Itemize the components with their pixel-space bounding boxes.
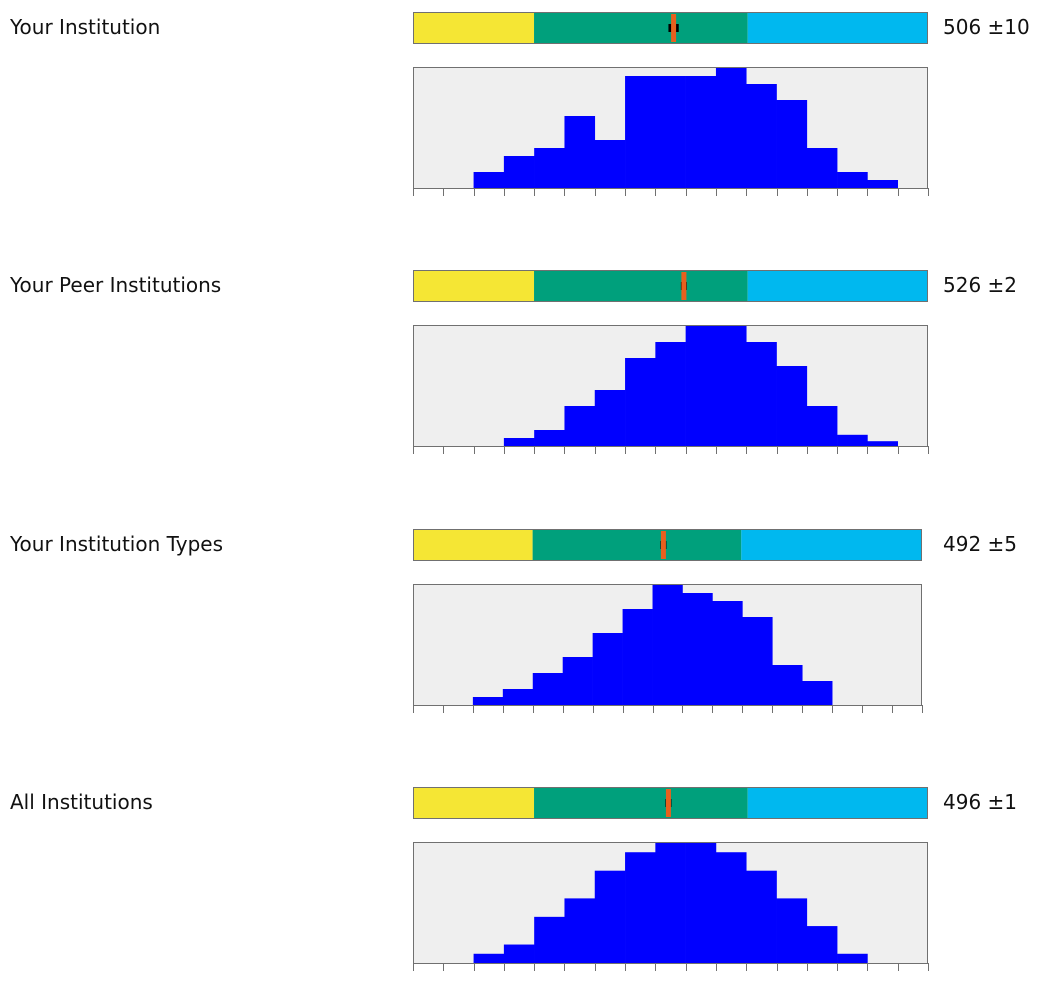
histogram-bar xyxy=(682,593,713,705)
histogram-bar xyxy=(746,870,777,963)
histogram-bar xyxy=(625,358,656,446)
band-segment-high xyxy=(747,787,928,819)
histogram-bar xyxy=(772,665,803,705)
histogram-bar xyxy=(473,953,505,963)
group-label: Your Institution Types xyxy=(10,532,223,556)
band-segment-mid xyxy=(532,529,742,561)
histogram-bar xyxy=(564,116,596,188)
band-segment-high xyxy=(747,270,928,302)
histogram-bar xyxy=(712,601,743,705)
score-chart xyxy=(413,529,923,713)
histogram-bar xyxy=(622,609,653,705)
histogram-bar xyxy=(746,84,777,188)
histogram-bar xyxy=(655,76,686,188)
histogram-bar xyxy=(534,430,565,446)
histogram-bar xyxy=(715,852,747,963)
histogram-bar xyxy=(564,898,596,963)
histogram-frame xyxy=(413,325,928,446)
band-frame xyxy=(413,787,928,819)
score-value: 496 ±1 xyxy=(943,790,1018,814)
histogram-bar xyxy=(562,657,593,705)
band-frame xyxy=(413,12,928,44)
histogram-bar xyxy=(742,617,773,705)
band-segment-high xyxy=(747,12,928,44)
histogram-bar xyxy=(655,843,686,963)
histogram-bar xyxy=(502,689,534,705)
mean-score-marker xyxy=(671,14,677,42)
histogram-bar xyxy=(503,438,535,446)
histogram-bar xyxy=(802,681,833,705)
histogram-bar xyxy=(655,342,686,446)
mean-score-marker xyxy=(665,789,671,817)
score-chart xyxy=(413,787,929,971)
histogram-bar xyxy=(837,953,868,963)
histogram-bar xyxy=(776,898,808,963)
band-frame xyxy=(413,270,928,302)
histogram-bar xyxy=(776,100,808,188)
histogram-bar xyxy=(592,633,623,705)
histogram-bar xyxy=(685,326,717,446)
score-value: 492 ±5 xyxy=(943,532,1018,556)
histogram-bar xyxy=(473,172,505,188)
histogram-frame xyxy=(413,584,922,705)
histogram-bar xyxy=(564,406,596,446)
histogram-bar xyxy=(746,342,777,446)
histogram-bar xyxy=(625,76,656,188)
histogram-bar xyxy=(594,140,626,188)
histogram-bar xyxy=(625,852,656,963)
band-segment-low xyxy=(413,787,535,819)
band-segment-mid xyxy=(534,270,748,302)
group-row: All Institutions 496 ±1 xyxy=(0,783,1050,983)
histogram-bar xyxy=(776,366,808,446)
score-chart xyxy=(413,12,929,196)
band-segment-low xyxy=(413,12,535,44)
histogram-bar xyxy=(837,434,868,446)
histogram-bar xyxy=(503,944,535,963)
histogram-bar xyxy=(867,441,899,446)
group-row: Your Institution Types 492 ±5 xyxy=(0,525,1050,725)
histogram-bar xyxy=(532,673,564,705)
histogram-bar xyxy=(685,76,717,188)
histogram-bar xyxy=(503,156,535,188)
group-row: Your Institution 506 ±10 xyxy=(0,8,1050,208)
band-segment-low xyxy=(413,529,533,561)
mean-score-marker xyxy=(681,272,687,300)
group-label: All Institutions xyxy=(10,790,153,814)
band-frame xyxy=(413,529,922,561)
score-value: 526 ±2 xyxy=(943,273,1018,297)
band-segment-low xyxy=(413,270,535,302)
band-segment-mid xyxy=(534,12,748,44)
histogram-bar xyxy=(715,326,747,446)
mean-score-marker xyxy=(660,531,666,559)
histogram-bar xyxy=(837,172,868,188)
score-chart xyxy=(413,270,929,454)
histogram-bar xyxy=(594,390,626,446)
histogram-bar xyxy=(867,180,899,188)
histogram-frame xyxy=(413,842,928,963)
histogram-bar xyxy=(534,148,565,188)
histogram-frame xyxy=(413,67,928,188)
score-value: 506 ±10 xyxy=(943,15,1030,39)
histogram-bar xyxy=(715,68,747,188)
group-label: Your Peer Institutions xyxy=(10,273,222,297)
histogram-bar xyxy=(806,926,838,963)
histogram-bar xyxy=(652,585,683,705)
histogram-bar xyxy=(594,870,626,963)
histogram-bar xyxy=(685,843,717,963)
group-label: Your Institution xyxy=(10,15,161,39)
histogram-bar xyxy=(806,148,838,188)
histogram-bar xyxy=(534,916,565,963)
group-row: Your Peer Institutions 526 ±2 xyxy=(0,266,1050,466)
band-segment-mid xyxy=(534,787,748,819)
histogram-bar xyxy=(806,406,838,446)
band-segment-high xyxy=(741,529,922,561)
histogram-bar xyxy=(472,697,504,705)
